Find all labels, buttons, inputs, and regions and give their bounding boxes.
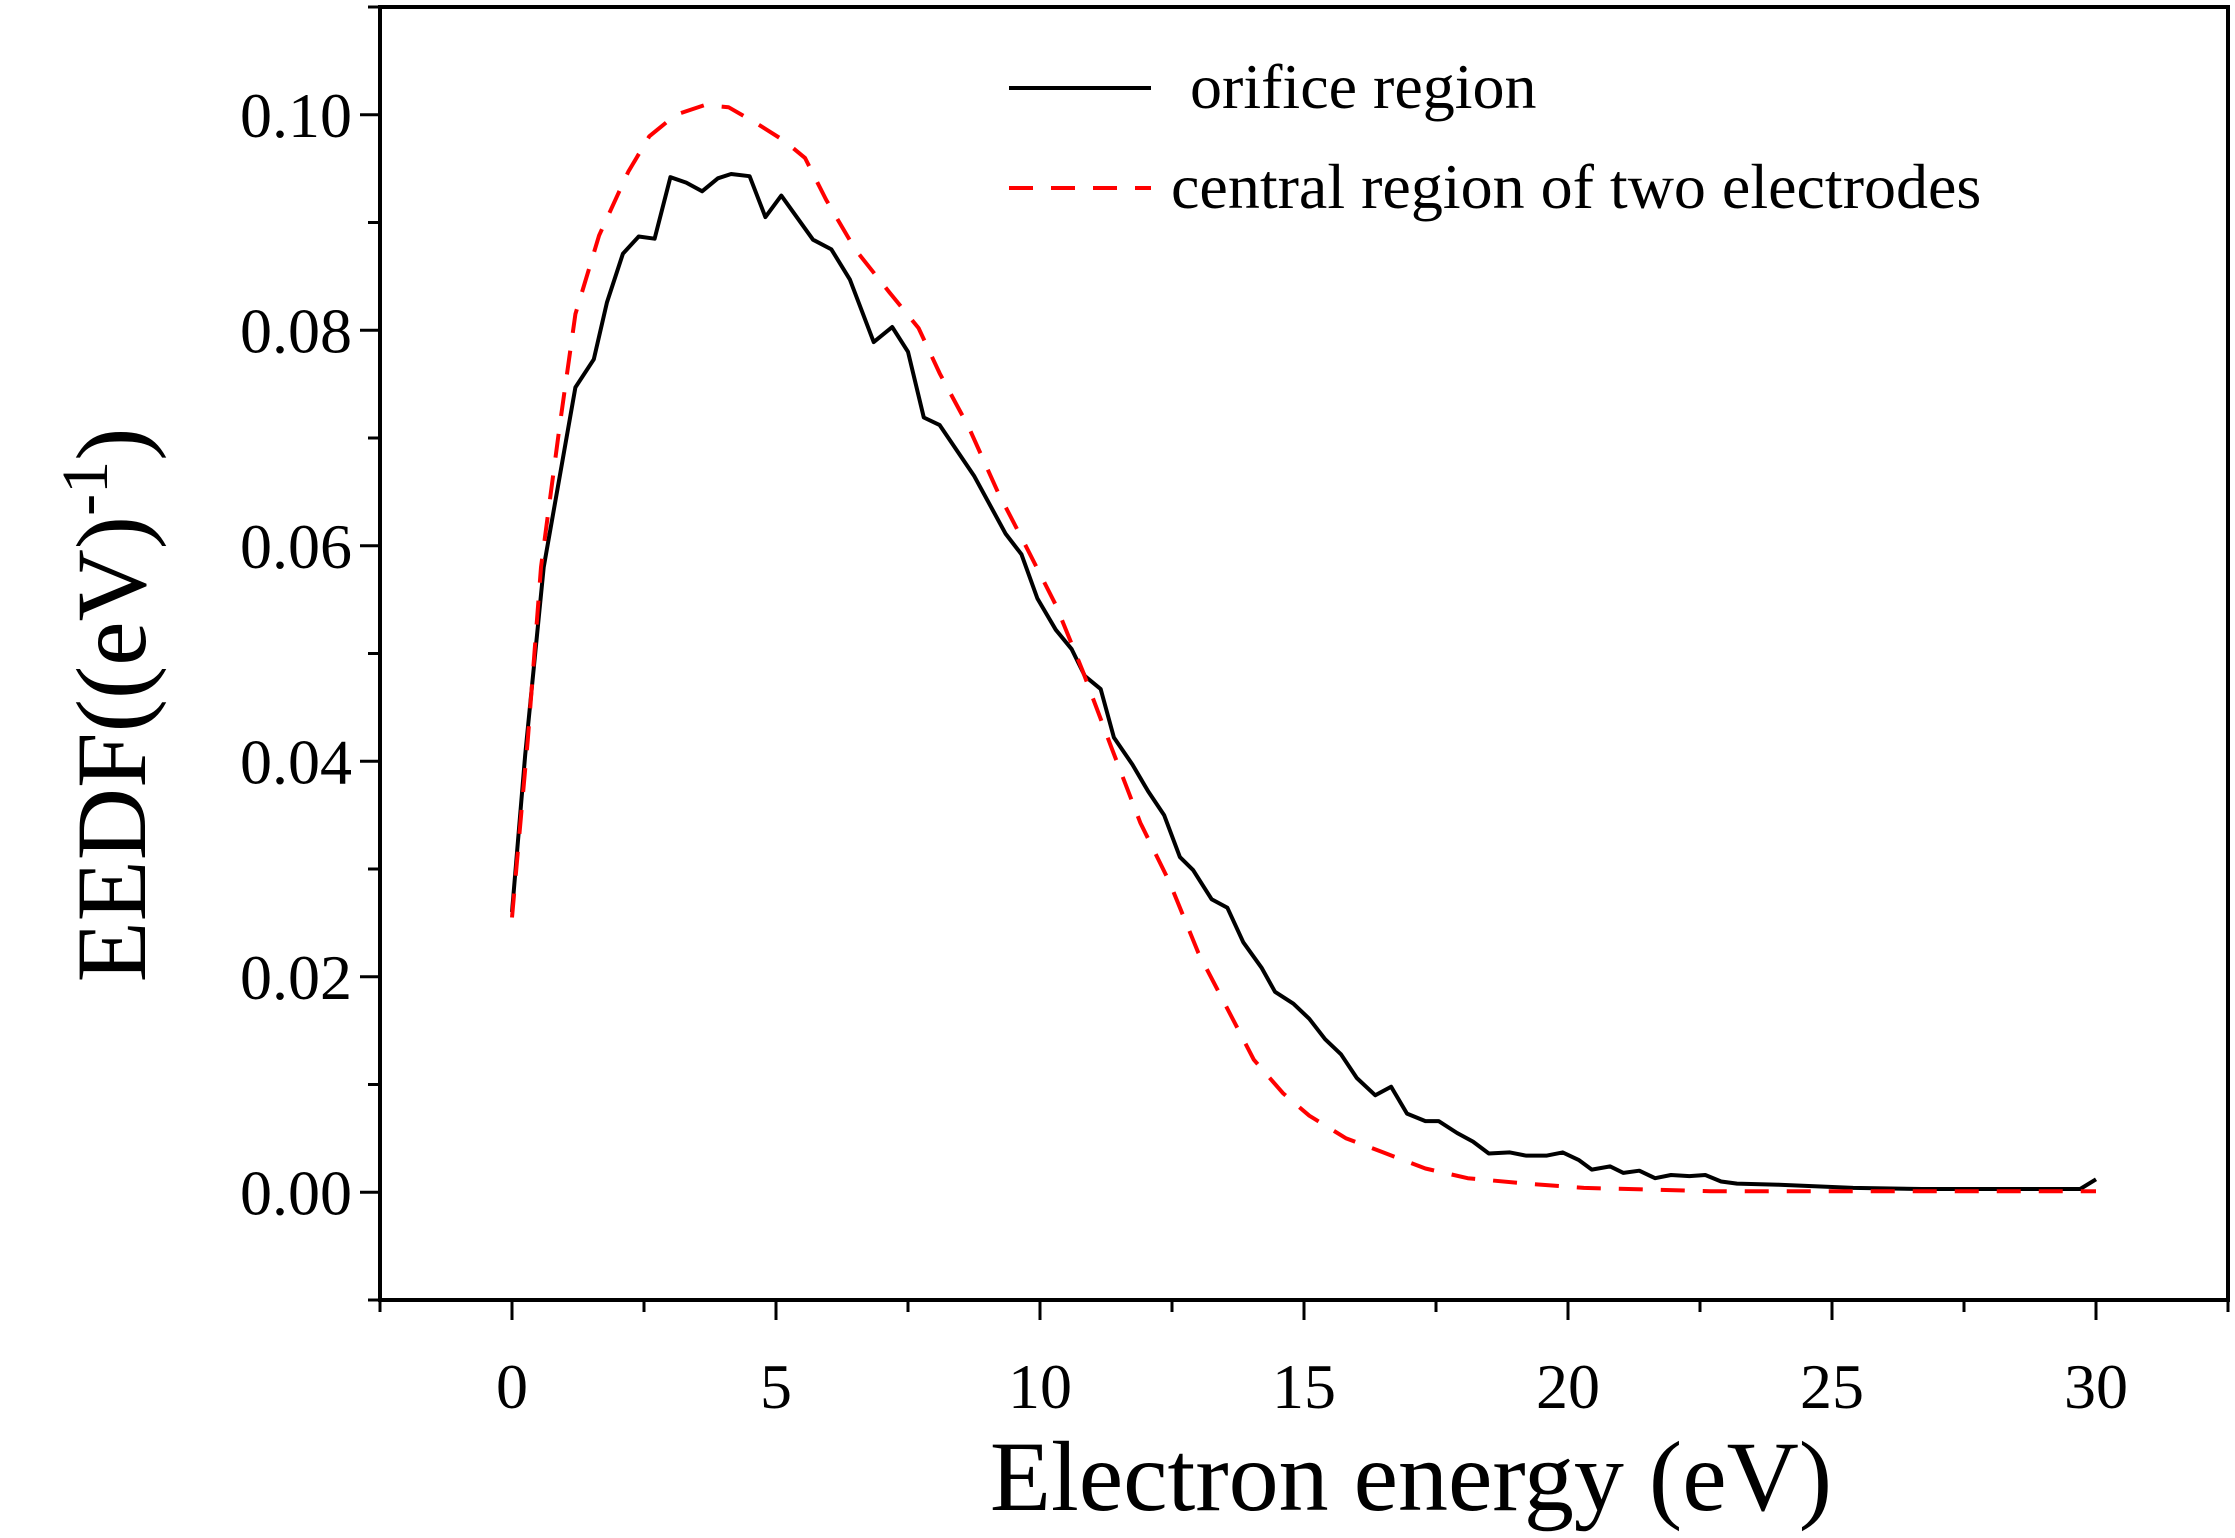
x-tick-label: 0 bbox=[496, 1351, 528, 1422]
y-tick-label: 0.02 bbox=[240, 942, 352, 1013]
y-axis-label-superscript: -1 bbox=[49, 461, 122, 516]
x-tick-label: 25 bbox=[1800, 1351, 1864, 1422]
x-tick-label: 15 bbox=[1272, 1351, 1336, 1422]
plot-frame bbox=[378, 5, 2230, 1302]
x-tick-label: 5 bbox=[760, 1351, 792, 1422]
legend-label-orifice: orifice region bbox=[1190, 51, 1537, 122]
y-axis-label: EEDF((eV)-1) bbox=[49, 428, 167, 983]
axis-ticks bbox=[360, 5, 2230, 1320]
x-tick-label: 20 bbox=[1536, 1351, 1600, 1422]
y-axis-label-close: ) bbox=[56, 428, 167, 461]
y-tick-label: 0.00 bbox=[240, 1157, 352, 1228]
x-axis-label: Electron energy (eV) bbox=[990, 1421, 1832, 1532]
y-tick-label: 0.04 bbox=[240, 726, 352, 797]
y-tick-label: 0.10 bbox=[240, 80, 352, 151]
y-tick-labels: 0.00 0.02 0.04 0.06 0.08 0.10 bbox=[240, 80, 352, 1229]
x-tick-label: 30 bbox=[2064, 1351, 2128, 1422]
x-tick-labels: 0 5 10 15 20 25 30 bbox=[496, 1351, 2128, 1422]
y-tick-label: 0.08 bbox=[240, 295, 352, 366]
y-tick-label: 0.06 bbox=[240, 511, 352, 582]
series-line-orifice-region bbox=[510, 172, 2098, 1191]
y-axis-label-main: EEDF((eV) bbox=[56, 516, 167, 983]
series-lines bbox=[510, 103, 2098, 1194]
legend: orifice region central region of two ele… bbox=[1009, 51, 1981, 222]
series-line-central-region bbox=[510, 103, 2096, 1194]
legend-label-central: central region of two electrodes bbox=[1171, 151, 1981, 222]
x-tick-label: 10 bbox=[1008, 1351, 1072, 1422]
